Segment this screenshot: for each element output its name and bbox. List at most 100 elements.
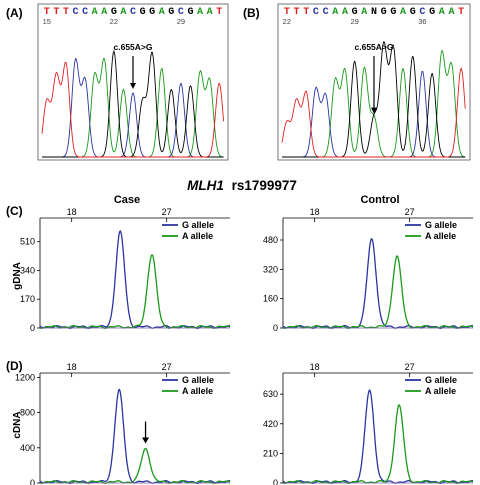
chromatogram-a: T T T C C A A G A C G G A G C G A A T15 22 29c.655A>G xyxy=(37,3,229,161)
y-tick-label: 0 xyxy=(273,323,278,333)
base-call: A xyxy=(92,7,98,18)
base-call: T xyxy=(44,7,50,18)
ylabel-gdna: gDNA xyxy=(12,262,23,290)
x-tick-label: 18 xyxy=(310,362,320,372)
position-label: 15 xyxy=(43,17,51,26)
base-call: A xyxy=(361,7,367,18)
chromatogram-b: T T T C C A A G A N G G A G C G A A T22 29 36c.655A>G xyxy=(277,3,471,161)
base-call: C xyxy=(323,7,329,18)
y-tick-label: 160 xyxy=(263,294,278,304)
y-tick-label: 480 xyxy=(263,235,278,245)
trace-g xyxy=(42,49,224,158)
x-tick-label: 18 xyxy=(310,207,320,217)
mutation-arrowhead xyxy=(371,107,377,114)
panel-label-b: (B) xyxy=(243,6,260,20)
base-call: T xyxy=(63,7,69,18)
y-tick-label: 0 xyxy=(30,323,35,333)
base-call: G xyxy=(187,7,193,18)
base-call: G xyxy=(149,7,155,18)
y-tick-label: 800 xyxy=(20,408,35,418)
gene-name: MLH1 xyxy=(187,178,224,193)
base-call: A xyxy=(448,7,454,18)
allele-trace-g xyxy=(282,389,474,484)
mutation-arrowhead xyxy=(130,83,136,90)
trace-g xyxy=(282,41,466,158)
allele-arrowhead xyxy=(142,437,150,444)
ylabel-cdna: cDNA xyxy=(12,411,23,438)
base-call: G xyxy=(352,7,358,18)
column-title-control: Control xyxy=(360,194,399,206)
position-label: 29 xyxy=(350,17,358,26)
base-call: A xyxy=(197,7,203,18)
trace-t xyxy=(281,67,466,158)
panel-label-a: (A) xyxy=(6,6,23,20)
snp-id: rs1799977 xyxy=(232,178,297,193)
y-tick-label: 400 xyxy=(20,443,35,453)
base-call: T xyxy=(458,7,464,18)
base-call: A xyxy=(120,7,126,18)
base-call: T xyxy=(294,7,300,18)
base-call: N xyxy=(371,7,377,18)
base-call: G xyxy=(429,7,435,18)
base-call: A xyxy=(332,7,338,18)
legend-label: G allele xyxy=(182,220,214,230)
allele-trace-a xyxy=(39,254,231,329)
y-tick-label: 420 xyxy=(263,419,278,429)
column-title-case: Case xyxy=(114,194,140,206)
legend-label: A allele xyxy=(425,386,456,396)
base-call: G xyxy=(381,7,387,18)
x-tick-label: 27 xyxy=(405,362,415,372)
position-label: 22 xyxy=(110,17,118,26)
base-call: G xyxy=(390,7,396,18)
legend-label: A allele xyxy=(425,231,456,241)
base-call: T xyxy=(303,7,309,18)
trace-t xyxy=(41,61,225,158)
base-call: A xyxy=(439,7,445,18)
y-tick-label: 210 xyxy=(263,448,278,458)
mutation-annotation: c.655A>G xyxy=(355,42,394,52)
base-call: C xyxy=(419,7,425,18)
legend-label: G allele xyxy=(182,375,214,385)
x-tick-label: 27 xyxy=(162,362,172,372)
allele-trace-g xyxy=(39,229,231,329)
base-call: G xyxy=(140,7,146,18)
base-call: G xyxy=(111,7,117,18)
base-call: A xyxy=(159,7,165,18)
base-call: A xyxy=(207,7,213,18)
base-call: C xyxy=(313,7,319,18)
x-tick-label: 18 xyxy=(67,362,77,372)
legend-label: A allele xyxy=(182,231,213,241)
base-call: C xyxy=(130,7,136,18)
legend-label: G allele xyxy=(425,375,457,385)
allele-trace-g xyxy=(39,388,231,484)
position-label: 22 xyxy=(283,17,291,26)
y-tick-label: 340 xyxy=(20,265,35,275)
base-call: A xyxy=(342,7,348,18)
allele-trace-a xyxy=(282,404,474,484)
base-call: C xyxy=(73,7,79,18)
legend-label: A allele xyxy=(182,386,213,396)
y-tick-label: 510 xyxy=(20,237,35,247)
allele-trace-a xyxy=(39,447,231,484)
legend-label: G allele xyxy=(425,220,457,230)
x-tick-label: 18 xyxy=(67,207,77,217)
position-label: 36 xyxy=(418,17,426,26)
y-tick-label: 320 xyxy=(263,264,278,274)
base-call: C xyxy=(82,7,88,18)
y-tick-label: 0 xyxy=(273,478,278,485)
figure-title: MLH1 rs1799977 xyxy=(187,178,297,193)
y-tick-label: 170 xyxy=(20,294,35,304)
base-call: A xyxy=(400,7,406,18)
panel-label-d: (D) xyxy=(6,359,23,373)
allele-trace-a xyxy=(282,255,474,329)
panel-label-c: (C) xyxy=(6,204,23,218)
base-call: G xyxy=(168,7,174,18)
base-call: G xyxy=(410,7,416,18)
y-tick-label: 630 xyxy=(263,389,278,399)
position-label: 29 xyxy=(177,17,185,26)
